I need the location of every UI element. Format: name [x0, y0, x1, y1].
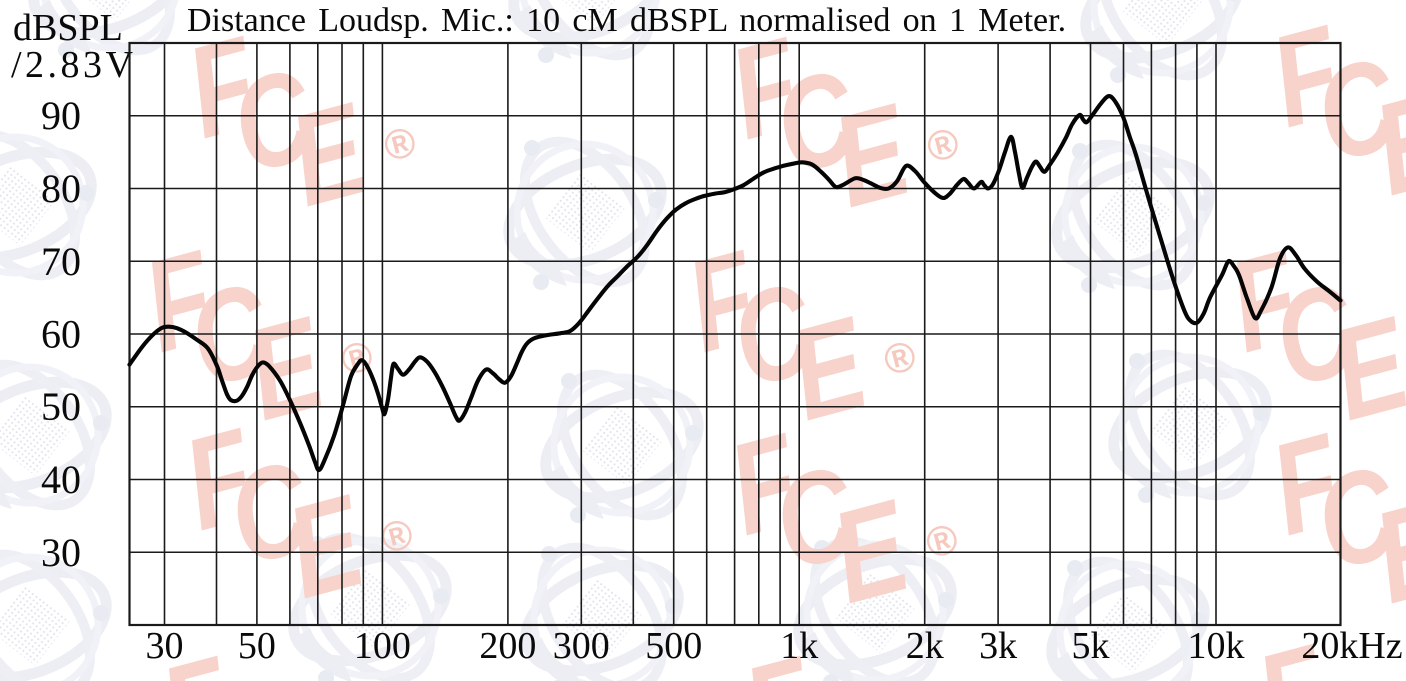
svg-text:200: 200	[479, 625, 536, 667]
svg-text:5k: 5k	[1072, 625, 1110, 667]
svg-text:10k: 10k	[1188, 625, 1245, 667]
svg-text:dBSPL: dBSPL	[13, 7, 123, 49]
svg-text:40: 40	[41, 457, 81, 502]
svg-text:60: 60	[41, 312, 81, 357]
svg-text:20kHz: 20kHz	[1301, 625, 1402, 667]
svg-text:300: 300	[553, 625, 610, 667]
svg-text:80: 80	[41, 166, 81, 211]
svg-text:500: 500	[645, 625, 702, 667]
svg-text:30: 30	[146, 625, 184, 667]
svg-text:100: 100	[354, 625, 411, 667]
svg-text:2k: 2k	[906, 625, 944, 667]
svg-text:/2.83V: /2.83V	[11, 44, 137, 86]
svg-text:70: 70	[41, 239, 81, 284]
svg-text:30: 30	[41, 530, 81, 575]
svg-text:Distance Loudsp. Mic.: 10 cM d: Distance Loudsp. Mic.: 10 cM dBSPL norma…	[187, 2, 1066, 39]
svg-text:1k: 1k	[780, 625, 818, 667]
svg-text:50: 50	[238, 625, 276, 667]
svg-text:50: 50	[41, 384, 81, 429]
svg-text:3k: 3k	[979, 625, 1017, 667]
svg-text:90: 90	[41, 93, 81, 138]
